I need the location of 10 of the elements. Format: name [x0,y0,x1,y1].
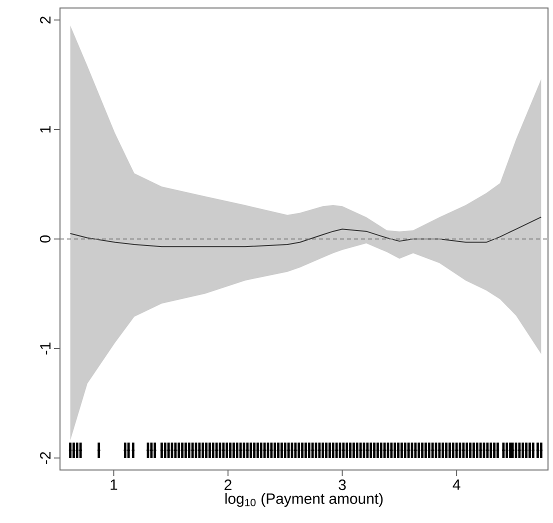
y-tick-label: -1 [40,342,50,354]
y-tick-label: -2 [40,452,50,464]
y-tick-label: 2 [40,16,50,24]
x-tick-label: 3 [338,480,346,490]
y-tick-label: 1 [40,126,50,133]
x-tick-label: 2 [224,480,232,490]
y-tick-label: 0 [40,235,50,243]
x-axis-title: log$_{10}$ (Payment amount) [225,492,383,507]
x-tick-label: 1 [110,480,118,490]
x-tick-label: 4 [452,480,460,490]
